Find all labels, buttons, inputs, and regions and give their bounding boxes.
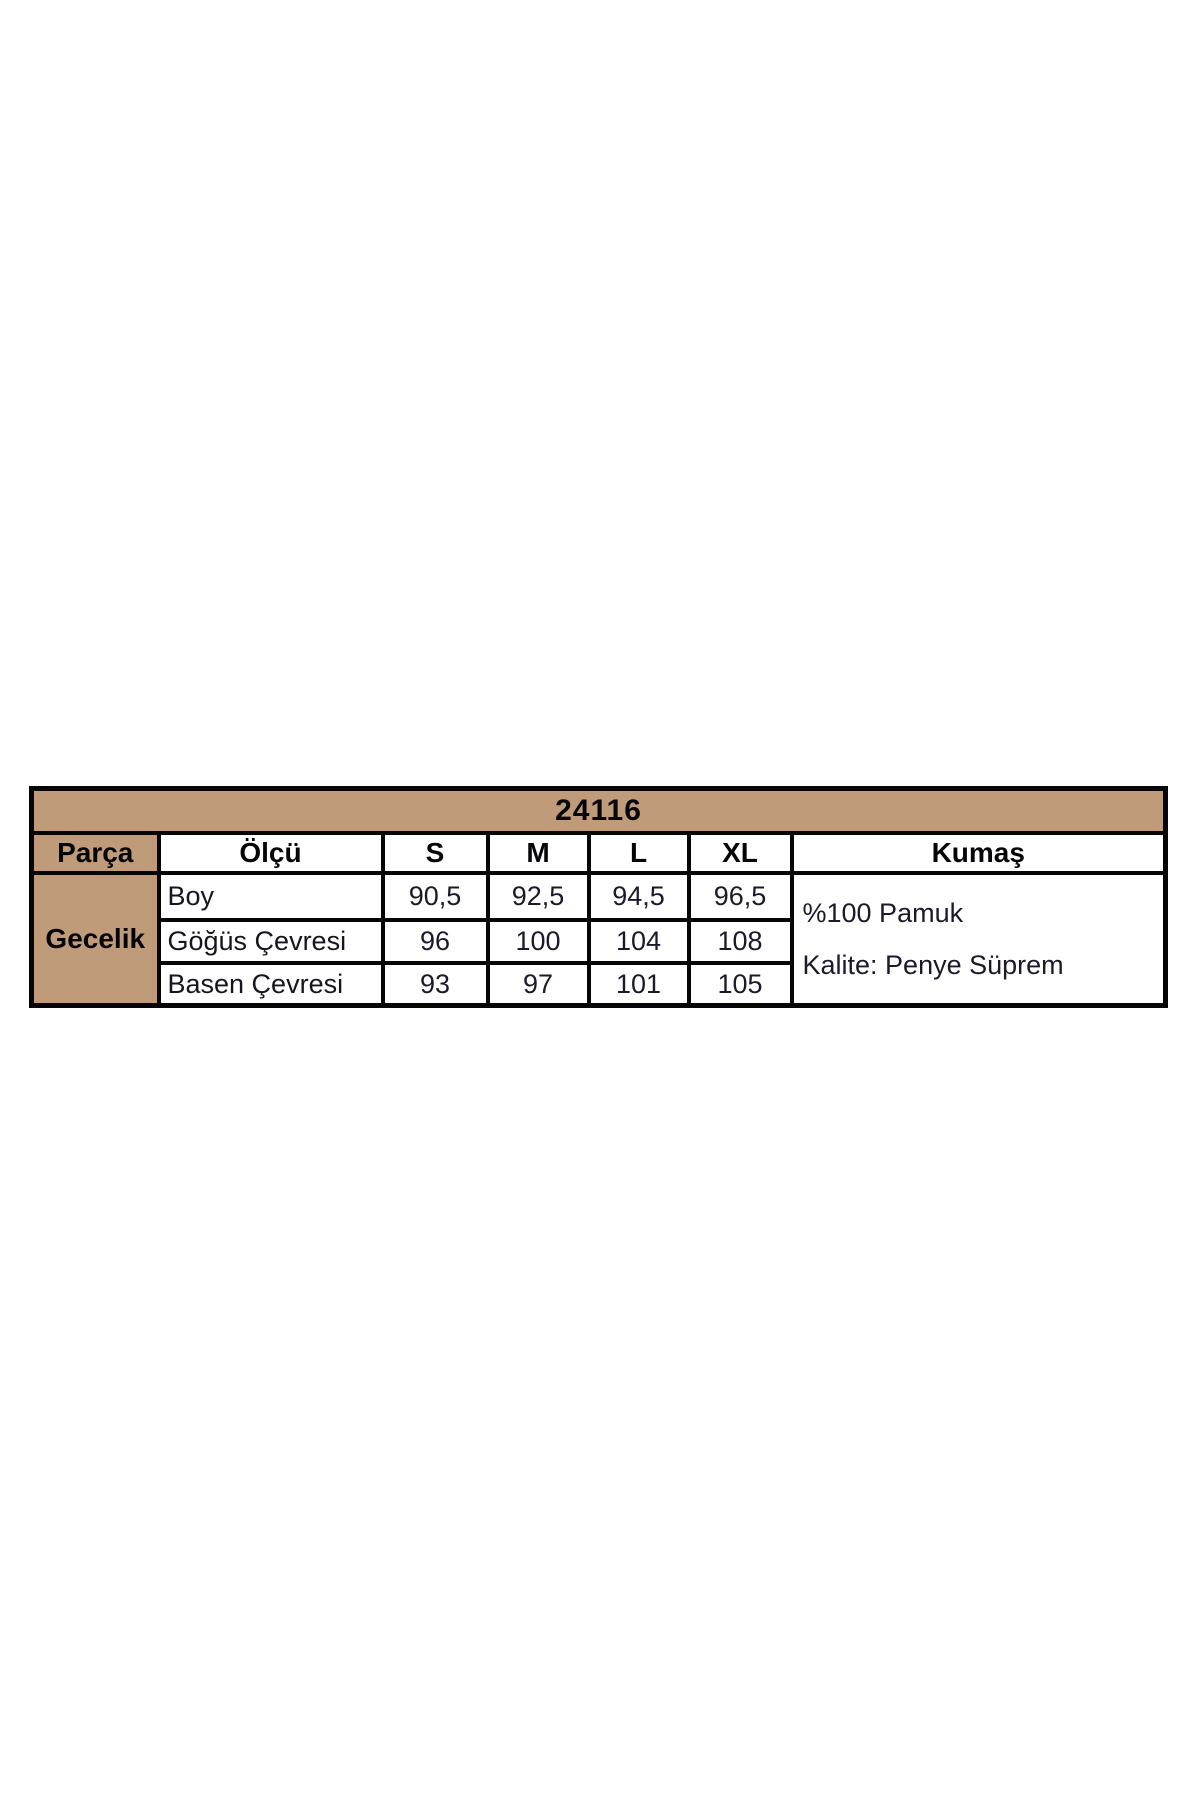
value-basen-m: 97 xyxy=(485,961,591,1008)
table-row: Basen Çevresi 93 97 101 105 xyxy=(32,961,1166,1008)
value-basen-s: 93 xyxy=(380,961,490,1008)
value-gogus-m: 100 xyxy=(485,918,591,965)
table-row: Gecelik Boy 90,5 92,5 94,5 96,5 %100 Pam… xyxy=(29,871,1168,1008)
fabric-composition: %100 Pamuk xyxy=(802,897,964,928)
value-boy-m: 92,5 xyxy=(485,871,591,922)
measure-label-basen: Basen Çevresi xyxy=(156,961,385,1008)
fabric-quality: Kalite: Penye Süprem xyxy=(802,949,1064,980)
header-size-xl: XL xyxy=(686,831,794,875)
header-row: Parça Ölçü S M L XL Kumaş xyxy=(29,831,1168,875)
value-basen-xl: 105 xyxy=(686,961,794,1008)
table-row: Göğüs Çevresi 96 100 104 108 xyxy=(32,918,1166,965)
value-gogus-l: 104 xyxy=(586,918,691,965)
measure-label-boy: Boy xyxy=(156,871,385,922)
header-olcu: Ölçü xyxy=(156,831,385,875)
header-size-s: S xyxy=(380,831,490,875)
product-code-cell: 24116 xyxy=(29,786,1168,835)
header-size-l: L xyxy=(586,831,691,875)
header-parca: Parça xyxy=(29,831,161,875)
size-chart-table: 24116 Parça Ölçü S M L XL Kumaş Gecelik … xyxy=(29,786,1169,1008)
part-name-cell: Gecelik xyxy=(29,871,161,1008)
value-boy-l: 94,5 xyxy=(586,871,691,922)
value-boy-xl: 96,5 xyxy=(686,871,794,922)
title-row: 24116 xyxy=(29,786,1168,835)
fabric-cell: %100 Pamuk Kalite: Penye Süprem xyxy=(789,871,1168,1008)
header-kumas: Kumaş xyxy=(789,831,1168,875)
value-gogus-xl: 108 xyxy=(686,918,794,965)
header-size-m: M xyxy=(485,831,591,875)
value-boy-s: 90,5 xyxy=(380,871,490,922)
value-gogus-s: 96 xyxy=(380,918,490,965)
measure-label-gogus: Göğüs Çevresi xyxy=(156,918,385,965)
value-basen-l: 101 xyxy=(586,961,691,1008)
